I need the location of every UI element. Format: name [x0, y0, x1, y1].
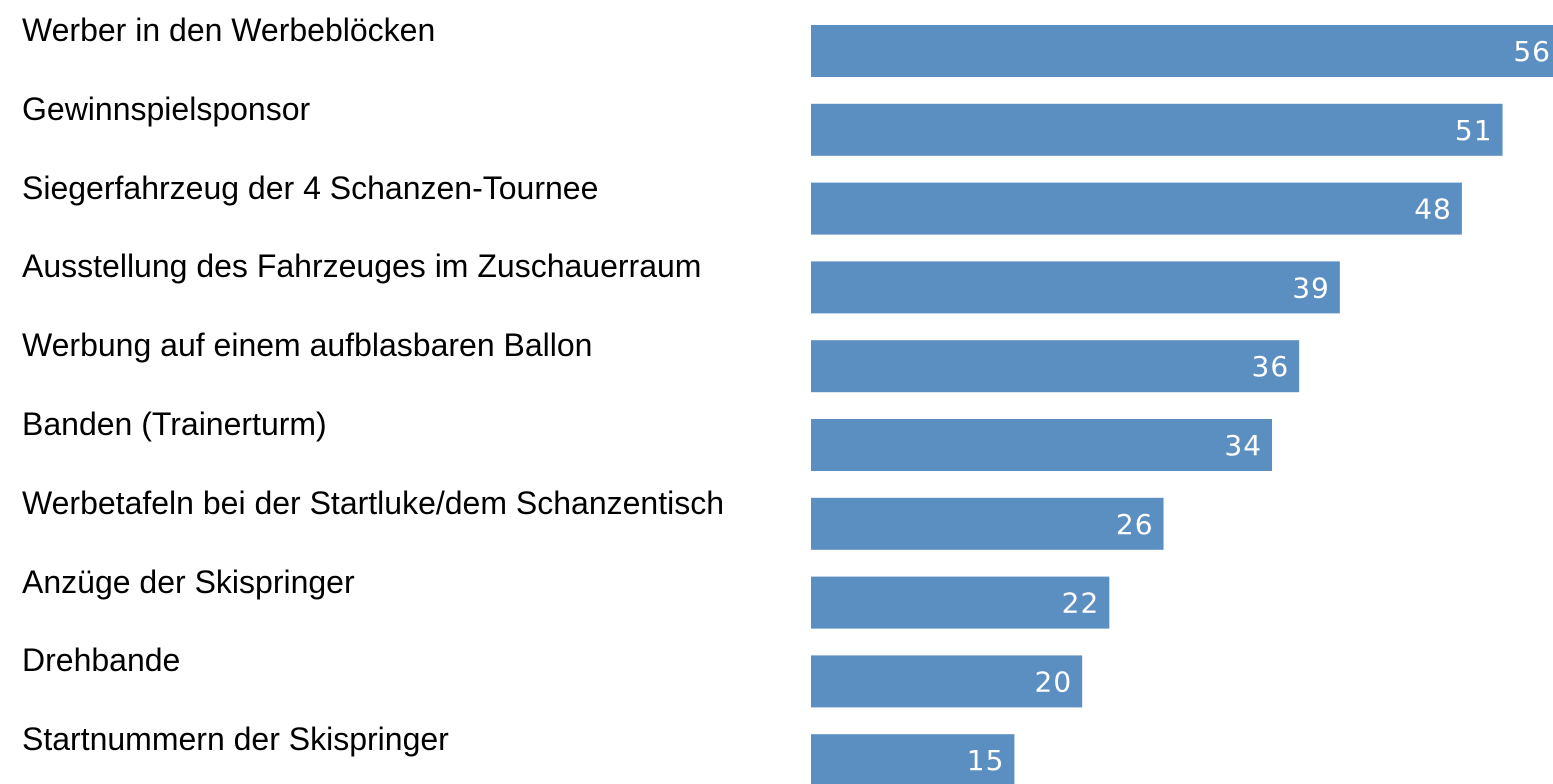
bar: [811, 261, 1340, 314]
value-label: 26: [1116, 508, 1154, 541]
category-label: Ausstellung des Fahrzeuges im Zuschauerr…: [22, 248, 702, 285]
bar: [811, 576, 1110, 629]
value-label: 20: [1035, 665, 1073, 698]
value-label: 48: [1414, 193, 1452, 226]
value-label: 15: [967, 744, 1005, 777]
bar: [811, 655, 1083, 708]
bar: [811, 497, 1164, 550]
value-label: 36: [1252, 350, 1290, 383]
value-label: 34: [1224, 429, 1262, 462]
value-label: 56: [1513, 35, 1551, 68]
category-label: Siegerfahrzeug der 4 Schanzen-Tournee: [22, 169, 599, 206]
category-label: Anzüge der Skispringer: [22, 563, 355, 600]
bar: [811, 25, 1553, 77]
category-label: Werber in den Werbeblöcken: [22, 12, 436, 48]
value-label: 22: [1062, 587, 1100, 620]
category-label: Werbung auf einem aufblasbaren Ballon: [22, 327, 593, 364]
category-label: Banden (Trainerturm): [22, 406, 327, 442]
bar: [811, 182, 1462, 235]
category-label: Gewinnspielsponsor: [22, 90, 311, 127]
category-label: Werbetafeln bei der Startluke/dem Schanz…: [22, 484, 725, 521]
bar: [811, 103, 1503, 156]
value-label: 39: [1292, 271, 1330, 304]
category-label: Drehbande: [22, 642, 181, 679]
value-label: 51: [1455, 114, 1493, 147]
bar: [811, 340, 1300, 393]
category-label: Startnummern der Skispringer: [22, 721, 449, 758]
bar: [811, 734, 1015, 784]
bar: [811, 419, 1273, 471]
